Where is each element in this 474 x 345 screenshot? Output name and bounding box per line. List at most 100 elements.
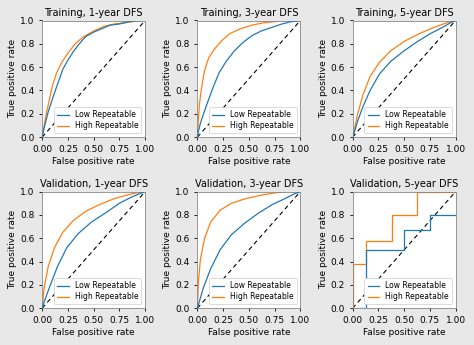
Low Repeatable xyxy=(350,306,356,310)
Low Repeatable xyxy=(210,86,216,90)
Title: Validation, 1-year DFS: Validation, 1-year DFS xyxy=(40,179,148,189)
Low Repeatable xyxy=(60,67,65,71)
High Repeatable xyxy=(142,18,148,22)
High Repeatable xyxy=(54,71,59,75)
High Repeatable xyxy=(228,31,233,36)
Low Repeatable xyxy=(126,20,131,24)
High Repeatable xyxy=(293,189,299,194)
Y-axis label: True positive rate: True positive rate xyxy=(319,39,328,118)
High Repeatable xyxy=(350,306,356,310)
High Repeatable xyxy=(352,126,357,130)
X-axis label: False positive rate: False positive rate xyxy=(52,157,135,166)
Low Repeatable xyxy=(401,49,407,53)
High Repeatable xyxy=(258,193,264,197)
High Repeatable xyxy=(298,18,303,22)
Low Repeatable xyxy=(427,228,433,232)
High Repeatable xyxy=(219,38,225,42)
High Repeatable xyxy=(70,219,76,223)
Low Repeatable xyxy=(292,192,297,196)
High Repeatable xyxy=(208,220,214,224)
Low Repeatable xyxy=(82,35,88,39)
Low Repeatable xyxy=(46,109,51,114)
High Repeatable xyxy=(360,93,366,97)
Legend: Low Repeatable, High Repeatable: Low Repeatable, High Repeatable xyxy=(365,107,452,133)
High Repeatable xyxy=(194,306,200,310)
High Repeatable xyxy=(59,60,64,65)
Low Repeatable xyxy=(56,79,62,83)
Low Repeatable xyxy=(208,267,214,271)
High Repeatable xyxy=(196,280,201,285)
Line: High Repeatable: High Repeatable xyxy=(42,20,145,137)
Low Repeatable xyxy=(201,112,206,116)
Low Repeatable xyxy=(128,195,134,199)
Low Repeatable xyxy=(288,20,294,24)
Low Repeatable xyxy=(279,22,285,26)
Line: High Repeatable: High Repeatable xyxy=(353,191,456,308)
Title: Training, 1-year DFS: Training, 1-year DFS xyxy=(45,8,143,18)
High Repeatable xyxy=(415,32,420,37)
Low Repeatable xyxy=(232,49,237,53)
High Repeatable xyxy=(122,21,128,25)
High Repeatable xyxy=(39,135,45,139)
High Repeatable xyxy=(453,189,458,194)
Y-axis label: True positive rate: True positive rate xyxy=(164,39,173,118)
High Repeatable xyxy=(97,203,103,207)
Low Repeatable xyxy=(428,31,434,36)
Low Repeatable xyxy=(376,72,382,76)
High Repeatable xyxy=(228,201,234,205)
High Repeatable xyxy=(273,191,279,195)
High Repeatable xyxy=(65,51,71,55)
Low Repeatable xyxy=(142,18,148,22)
Low Repeatable xyxy=(453,213,458,217)
Low Repeatable xyxy=(367,88,373,92)
High Repeatable xyxy=(197,102,202,107)
Low Repeatable xyxy=(256,210,262,215)
High Repeatable xyxy=(60,230,65,235)
High Repeatable xyxy=(41,124,47,128)
High Repeatable xyxy=(415,213,420,217)
Low Repeatable xyxy=(249,33,255,38)
High Repeatable xyxy=(212,47,218,51)
Low Repeatable xyxy=(44,118,49,122)
Legend: Low Repeatable, High Repeatable: Low Repeatable, High Repeatable xyxy=(209,107,297,133)
High Repeatable xyxy=(440,189,446,194)
Low Repeatable xyxy=(350,306,356,310)
Low Repeatable xyxy=(363,248,369,252)
High Repeatable xyxy=(130,20,136,24)
Low Repeatable xyxy=(117,201,122,205)
Low Repeatable xyxy=(355,119,361,123)
Low Repeatable xyxy=(47,283,53,287)
High Repeatable xyxy=(50,84,55,88)
Low Repeatable xyxy=(298,18,303,22)
High Repeatable xyxy=(363,238,369,243)
Low Repeatable xyxy=(240,41,246,45)
High Repeatable xyxy=(111,22,117,26)
Line: High Repeatable: High Repeatable xyxy=(197,191,301,308)
Low Repeatable xyxy=(198,121,203,125)
Low Repeatable xyxy=(48,100,54,104)
X-axis label: False positive rate: False positive rate xyxy=(52,328,135,337)
High Repeatable xyxy=(46,98,52,102)
High Repeatable xyxy=(82,209,88,214)
Low Repeatable xyxy=(205,100,210,104)
Line: High Repeatable: High Repeatable xyxy=(197,20,301,137)
Low Repeatable xyxy=(70,50,76,54)
High Repeatable xyxy=(440,189,446,194)
Low Repeatable xyxy=(388,59,393,63)
Low Repeatable xyxy=(217,248,223,252)
Line: High Repeatable: High Repeatable xyxy=(42,191,145,308)
High Repeatable xyxy=(376,60,382,65)
Line: Low Repeatable: Low Repeatable xyxy=(42,191,145,308)
Title: Training, 3-year DFS: Training, 3-year DFS xyxy=(200,8,298,18)
High Repeatable xyxy=(350,262,356,266)
Line: Low Repeatable: Low Repeatable xyxy=(197,20,301,137)
High Repeatable xyxy=(453,18,458,22)
Low Repeatable xyxy=(89,220,94,224)
Low Repeatable xyxy=(41,126,47,130)
High Repeatable xyxy=(52,246,57,250)
High Repeatable xyxy=(81,35,86,39)
Title: Validation, 5-year DFS: Validation, 5-year DFS xyxy=(350,179,458,189)
High Repeatable xyxy=(41,285,47,289)
High Repeatable xyxy=(199,86,204,90)
Low Repeatable xyxy=(439,26,445,30)
